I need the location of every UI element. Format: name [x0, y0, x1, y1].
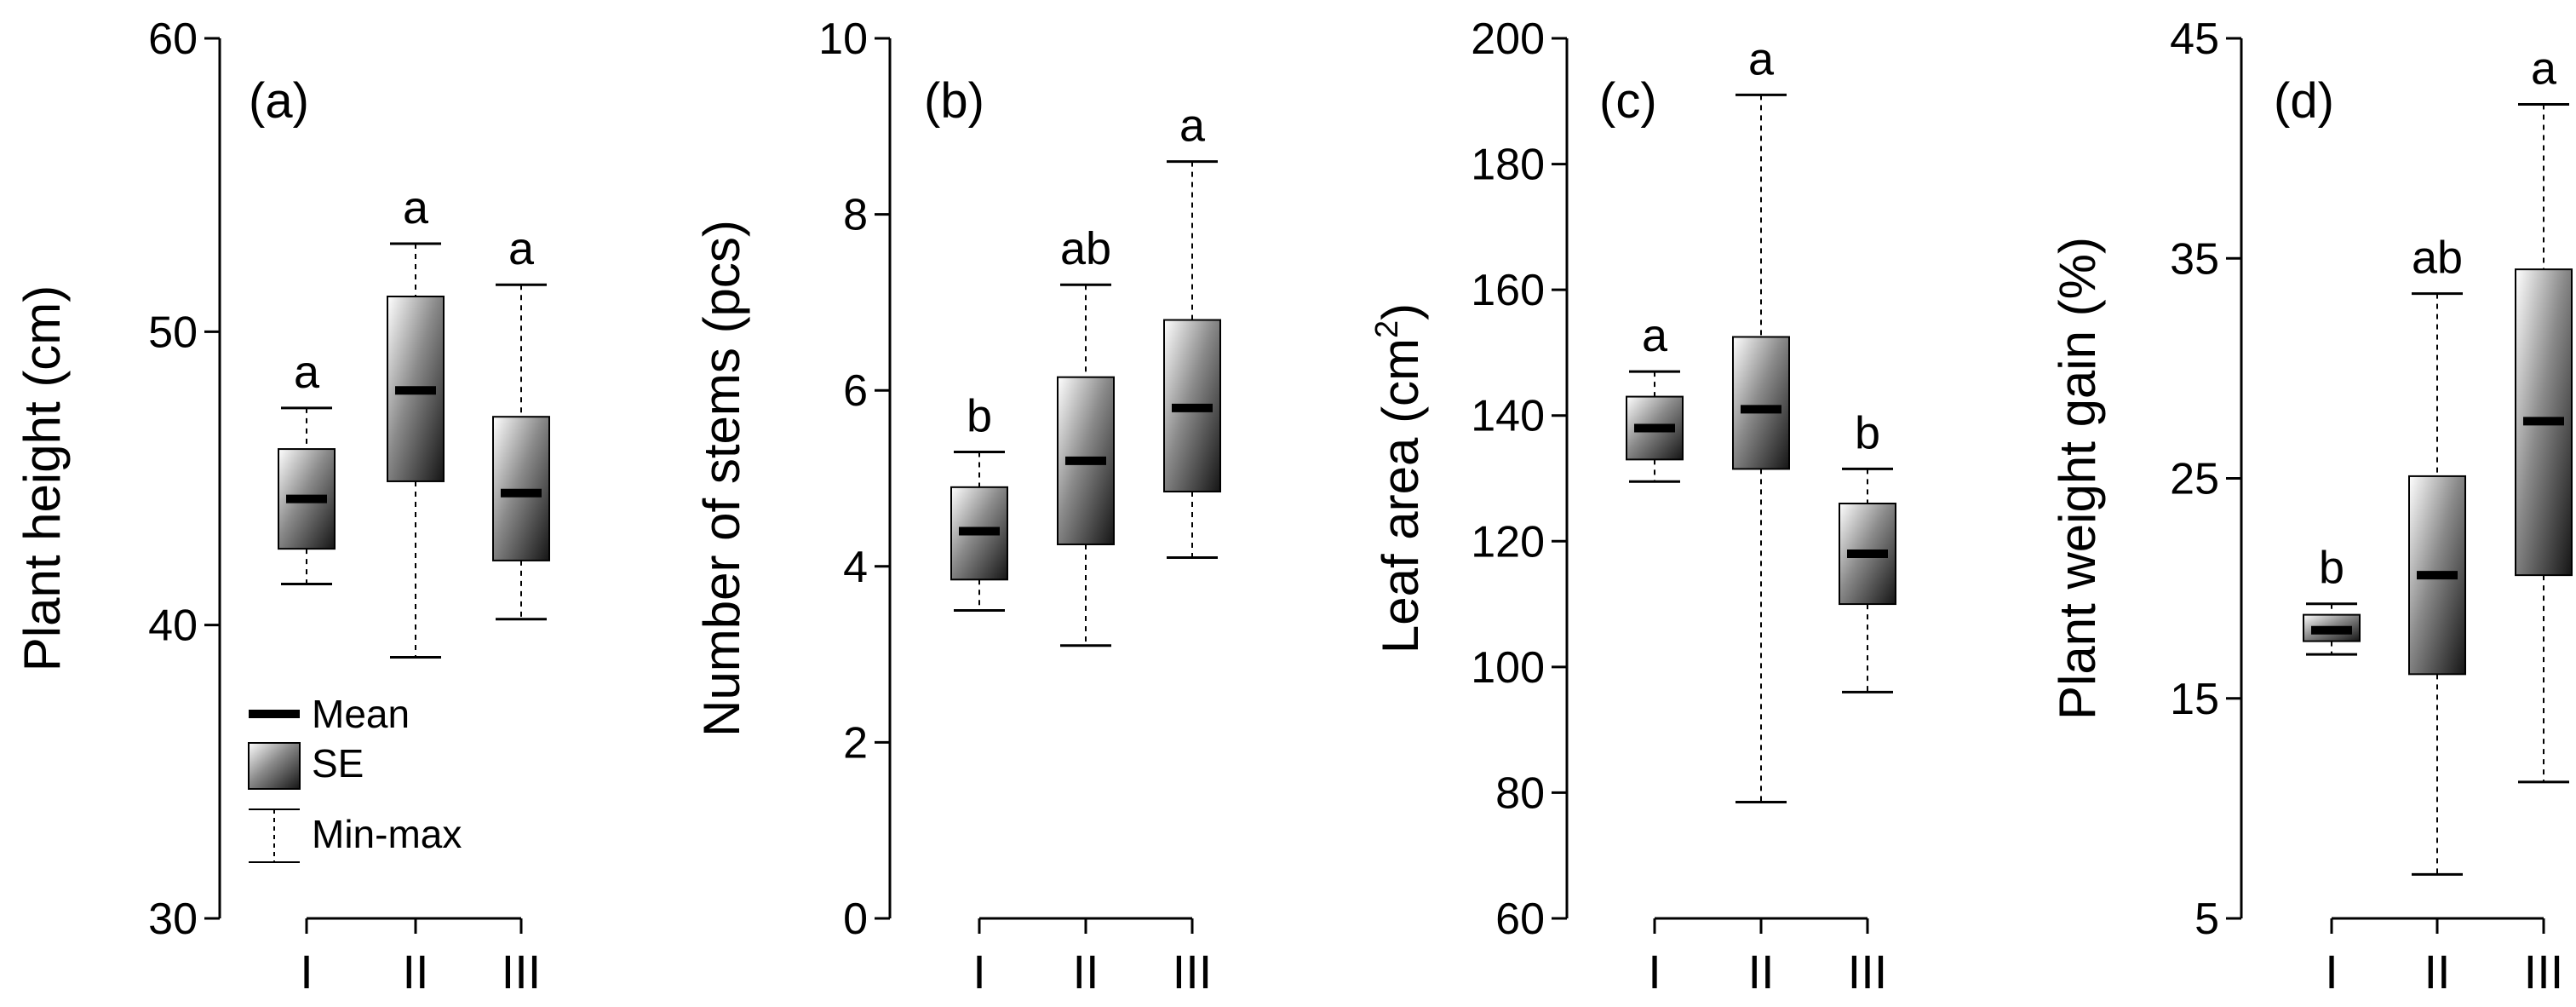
x-tick-label: III [2524, 945, 2564, 998]
y-tick-label: 40 [148, 601, 198, 651]
box-I: b [2303, 543, 2361, 656]
x-tick-label: III [1173, 945, 1213, 998]
box-II: a [387, 182, 445, 659]
panel-label: (b) [924, 73, 984, 129]
significance-label: ab [1060, 223, 1111, 274]
box-II: ab [2408, 233, 2466, 876]
y-tick-label: 2 [843, 718, 868, 768]
panel-label: (d) [2274, 73, 2334, 129]
significance-label: ab [2412, 233, 2463, 284]
y-tick-label: 6 [843, 366, 868, 416]
box-III: b [1839, 407, 1896, 693]
x-tick-label: III [502, 945, 542, 998]
y-axis-label: Plant height (cm) [14, 285, 71, 672]
y-tick-label: 8 [843, 191, 868, 240]
y-tick-label: 4 [843, 543, 868, 592]
legend-minmax-label: Min-max [312, 812, 462, 856]
legend: Mean SE Min-max [248, 692, 462, 863]
box-I: a [1626, 310, 1684, 483]
box-III: a [2515, 43, 2573, 784]
significance-label: a [508, 223, 535, 274]
y-tick-label: 15 [2170, 675, 2219, 724]
y-tick-label: 140 [1471, 392, 1545, 441]
y-tick-label: 30 [148, 895, 198, 944]
se-box [1732, 336, 1790, 470]
x-tick-label: I [2325, 945, 2338, 998]
y-tick-label: 120 [1471, 517, 1545, 567]
y-tick-label: 5 [2194, 895, 2219, 944]
x-tick-label: II [1072, 945, 1099, 998]
significance-label: b [1855, 407, 1880, 458]
y-tick-label: 80 [1495, 768, 1545, 818]
y-tick-label: 35 [2170, 234, 2219, 284]
y-tick-label: 50 [148, 308, 198, 357]
panel-label: (a) [249, 73, 309, 129]
panel-label: (c) [1599, 73, 1657, 129]
box-II: a [1732, 33, 1790, 803]
x-tick-label: I [300, 945, 313, 998]
y-axis-label: Plant weight gain (%) [2049, 237, 2106, 720]
legend-se-swatch [248, 742, 301, 790]
significance-label: a [2531, 43, 2557, 94]
box-II: ab [1057, 223, 1115, 647]
x-tick-label: II [1747, 945, 1774, 998]
legend-se-label: SE [312, 741, 364, 785]
significance-label: a [403, 182, 429, 233]
y-tick-label: 60 [1495, 895, 1545, 944]
significance-label: a [1179, 101, 1206, 152]
y-tick-label: 10 [818, 14, 868, 64]
x-tick-label: II [2424, 945, 2450, 998]
se-box [492, 416, 550, 561]
x-tick-label: III [1848, 945, 1888, 998]
box-I: a [278, 347, 336, 585]
significance-label: a [1748, 33, 1775, 84]
significance-label: b [2319, 543, 2344, 594]
y-axis-label: Number of stems (pcs) [693, 220, 750, 737]
y-tick-label: 45 [2170, 14, 2219, 64]
y-tick-label: 25 [2170, 455, 2219, 504]
y-axis-label: Leaf area (cm2) [1369, 303, 1429, 653]
y-tick-label: 100 [1471, 643, 1545, 693]
x-tick-label: I [972, 945, 986, 998]
legend-mean-label: Mean [312, 692, 410, 736]
significance-label: a [1642, 310, 1668, 361]
y-tick-label: 0 [843, 895, 868, 944]
box-III: a [492, 223, 550, 621]
box-III: a [1163, 101, 1221, 559]
y-tick-label: 160 [1471, 266, 1545, 315]
significance-label: b [967, 391, 992, 442]
x-tick-label: I [1648, 945, 1661, 998]
y-tick-label: 60 [148, 14, 198, 64]
y-tick-label: 180 [1471, 141, 1545, 190]
significance-label: a [294, 347, 320, 398]
x-tick-label: II [402, 945, 428, 998]
y-tick-label: 200 [1471, 14, 1545, 64]
box-I: b [950, 391, 1008, 612]
